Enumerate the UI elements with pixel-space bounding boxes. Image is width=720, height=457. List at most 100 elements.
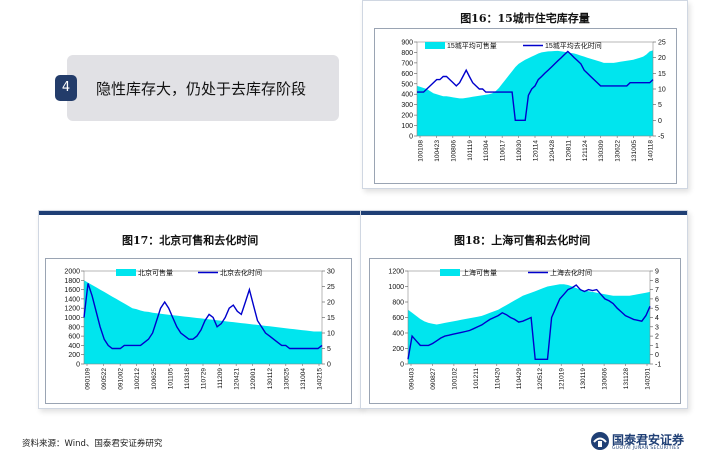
figure16-chart: 0 100 200 300 400 500 600 700 800 900 -5 0 5 10 15 20 25… [401, 40, 666, 162]
x-tick-label: 131128 [623, 368, 630, 390]
y-left-tick-label: 2000 [64, 269, 80, 276]
y-right-tick-label: 3 [655, 324, 659, 331]
x-tick-label: 130606 [602, 368, 609, 390]
y-left-tick-label: 1400 [64, 296, 80, 303]
x-tick-label: 130119 [580, 368, 587, 390]
y-right-tick-label: 0 [655, 352, 659, 359]
x-tick-label: 130525 [283, 368, 290, 390]
x-tick-label: 120421 [234, 368, 241, 390]
y-right-tick-label: 5 [327, 346, 331, 353]
y-left-tick-label: 1000 [64, 315, 80, 322]
bullet-number-badge: 4 [55, 75, 77, 101]
y-right-tick-label: 10 [658, 87, 666, 94]
y-left-tick-label: 0 [409, 134, 413, 141]
legend-area-label: 15城平均可售量 [447, 41, 497, 50]
x-tick-label: 130112 [267, 368, 274, 390]
x-tick-label: 110617 [500, 140, 507, 162]
y-left-tick-label: 900 [401, 40, 413, 47]
legend-line-label: 北京去化时间 [220, 268, 262, 277]
y-right-tick-label: 15 [658, 71, 666, 78]
y-right-tick-label: 10 [327, 331, 335, 338]
bullet-box [67, 55, 339, 121]
legend-area-label: 上海可售量 [462, 268, 497, 277]
y-left-tick-label: 0 [400, 362, 404, 369]
x-tick-label: 101105 [167, 368, 174, 390]
y-left-tick-label: 700 [401, 60, 413, 67]
line-series [83, 283, 323, 350]
y-left-tick-label: 800 [392, 300, 404, 307]
figure16-panel: 图16：15城市住宅库存量 0 100 200 300 400 500 600 700 800 9… [362, 0, 688, 189]
y-right-tick-label: 25 [327, 284, 335, 291]
y-left-tick-label: 200 [392, 346, 404, 353]
figure18-title: 图18：上海可售和去化时间 [454, 234, 591, 247]
logo-subtitle: GUOTAI JUNAN SECURITIES [612, 446, 680, 451]
figure17-title: 图17：北京可售和去化时间 [122, 234, 259, 247]
y-left-tick-label: 1200 [388, 269, 404, 276]
figure17-panel: 图17：北京可售和去化时间 0 200 400 600 800 1000 1200 1400 1… [38, 210, 362, 409]
x-tick-label: 100212 [134, 368, 141, 390]
x-tick-label: 140215 [317, 368, 324, 390]
x-tick-label: 090109 [85, 368, 92, 390]
y-right-tick-label: 0 [658, 118, 662, 125]
y-right-tick-label: 5 [655, 306, 659, 313]
x-tick-label: 120512 [537, 368, 544, 390]
x-tick-label: 110318 [184, 368, 191, 390]
figure18-topbar [361, 211, 687, 215]
x-tick-label: 110304 [483, 140, 490, 162]
x-tick-label: 111209 [217, 368, 224, 389]
logo-emblem-icon [591, 432, 609, 450]
figure18-chart: 0 200 400 600 800 1000 1200 -1 0 1 2 3 4 5 6 7 8 9 090403 0… [388, 268, 661, 390]
y-left-tick-label: 0 [76, 362, 80, 369]
legend-area-swatch [440, 269, 460, 276]
x-tick-label: 090827 [430, 368, 437, 390]
logo-name: 国泰君安证券 [612, 433, 685, 447]
y-left-tick-label: 600 [68, 334, 80, 341]
x-tick-label: 100102 [451, 368, 458, 390]
y-right-tick-label: 30 [327, 269, 335, 276]
x-tick-label: 121019 [559, 368, 566, 390]
y-right-tick-label: 0 [327, 362, 331, 369]
x-tick-label: 110729 [201, 368, 208, 390]
y-left-tick-label: 1800 [64, 278, 80, 285]
x-tick-label: 120428 [549, 140, 556, 162]
x-tick-label: 131005 [631, 140, 638, 162]
figure18-panel: 图18：上海可售和去化时间 0 200 400 600 800 1000 1200 -1 0 1 2… [360, 210, 688, 409]
legend-line-label: 15城平均去化时间 [545, 41, 602, 50]
y-right-tick-label: 9 [655, 269, 659, 276]
y-right-tick-label: 6 [655, 296, 659, 303]
y-right-tick-label: 20 [327, 300, 335, 307]
y-left-tick-label: 300 [401, 102, 413, 109]
y-right-tick-label: 15 [327, 315, 335, 322]
y-right-tick-label: 20 [658, 55, 666, 62]
x-tick-label: 121124 [582, 140, 589, 162]
y-left-tick-label: 1600 [64, 287, 80, 294]
area-series [84, 280, 322, 364]
x-tick-label: 120901 [250, 368, 257, 390]
legend-line-label: 上海去化时间 [550, 268, 592, 277]
x-tick-label: 100108 [418, 140, 425, 162]
x-tick-label: 131004 [300, 368, 307, 390]
figure18-chart-frame: 0 200 400 600 800 1000 1200 -1 0 1 2 3 4 5 6 7 8 9 090403 0… [369, 258, 681, 404]
y-left-tick-label: 400 [68, 343, 80, 350]
y-right-tick-label: 2 [655, 334, 659, 341]
x-tick-label: 100806 [450, 140, 457, 162]
y-left-tick-label: 200 [68, 352, 80, 359]
x-tick-label: 110930 [516, 140, 523, 162]
figure16-title: 图16：15城市住宅库存量 [460, 12, 590, 25]
x-tick-label: 101119 [467, 140, 474, 161]
x-tick-label: 110429 [516, 368, 523, 390]
y-left-tick-label: 600 [401, 71, 413, 78]
y-left-tick-label: 600 [392, 315, 404, 322]
y-left-tick-label: 100 [401, 123, 413, 130]
y-right-tick-label: 5 [658, 102, 662, 109]
x-tick-label: 140201 [645, 368, 652, 390]
y-right-tick-label: -1 [655, 362, 661, 369]
area-series [408, 284, 650, 364]
x-tick-label: 120811 [565, 140, 572, 162]
legend-area-swatch [425, 42, 445, 49]
figure16-chart-frame: 0 100 200 300 400 500 600 700 800 900 -5 0 5 10 15 20 25… [374, 28, 677, 184]
x-tick-label: 090403 [409, 368, 416, 390]
y-right-tick-label: 8 [655, 278, 659, 285]
x-tick-label: 140118 [648, 140, 655, 162]
legend-area-swatch [116, 269, 136, 276]
